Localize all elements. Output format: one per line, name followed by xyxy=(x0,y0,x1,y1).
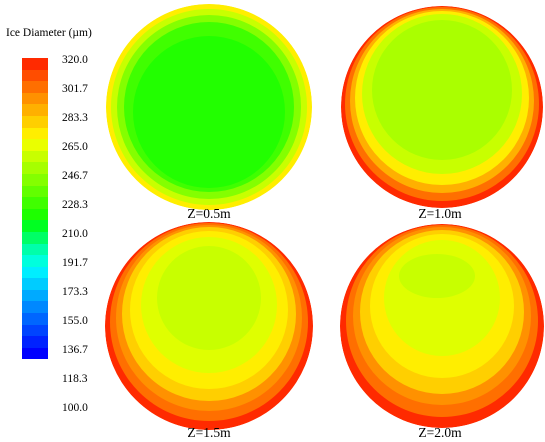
legend-tick-label: 246.7 xyxy=(62,170,88,182)
legend-band xyxy=(22,208,48,221)
contour-panel-z-1-5 xyxy=(105,222,313,430)
contour-panel-z-0-5 xyxy=(106,4,312,210)
legend-band xyxy=(22,92,48,105)
legend-band xyxy=(22,266,48,279)
caption-z-2-0: Z=2.0m xyxy=(418,425,462,440)
legend-band xyxy=(22,104,48,116)
caption-z-1-5: Z=1.5m xyxy=(187,425,231,440)
legend-tick-label: 320.0 xyxy=(62,54,88,66)
legend-tick-label: 191.7 xyxy=(62,257,88,269)
legend-tick-label: 136.7 xyxy=(62,344,88,356)
legend-band xyxy=(22,127,48,140)
legend-band xyxy=(22,336,48,348)
legend-band xyxy=(22,185,48,198)
legend-tick-label: 283.3 xyxy=(62,112,88,124)
legend-band xyxy=(22,313,48,325)
legend-tick-label: 228.3 xyxy=(62,199,88,211)
legend-title: Ice Diameter (µm) xyxy=(6,27,92,39)
legend-band xyxy=(22,347,48,360)
caption-z-0-5: Z=0.5m xyxy=(187,206,231,221)
contour-panel-z-1-0 xyxy=(341,6,543,208)
legend-band xyxy=(22,139,48,151)
legend-tick-label: 173.3 xyxy=(62,286,88,298)
legend-tick-label: 301.7 xyxy=(62,83,88,95)
legend-band xyxy=(22,58,48,70)
legend-band xyxy=(22,115,48,128)
legend-band xyxy=(22,81,48,93)
legend-band xyxy=(22,255,48,267)
legend-tick-label: 155.0 xyxy=(62,315,88,327)
legend-tick-label: 100.0 xyxy=(62,402,88,414)
color-legend-bar xyxy=(22,58,48,360)
legend-band xyxy=(22,243,48,256)
legend-band xyxy=(22,220,48,232)
caption-z-1-0: Z=1.0m xyxy=(418,206,462,221)
contour-panel-z-2-0 xyxy=(340,224,544,428)
legend-band xyxy=(22,231,48,244)
legend-band xyxy=(22,278,48,290)
legend-band xyxy=(22,197,48,209)
legend-band xyxy=(22,324,48,337)
legend-band xyxy=(22,173,48,186)
legend-band xyxy=(22,289,48,302)
legend-band xyxy=(22,150,48,163)
legend-band xyxy=(22,301,48,314)
legend-tick-label: 210.0 xyxy=(62,228,88,240)
legend-band xyxy=(22,69,48,82)
legend-tick-label: 118.3 xyxy=(62,373,88,385)
legend-band xyxy=(22,162,48,174)
legend-tick-label: 265.0 xyxy=(62,141,88,153)
